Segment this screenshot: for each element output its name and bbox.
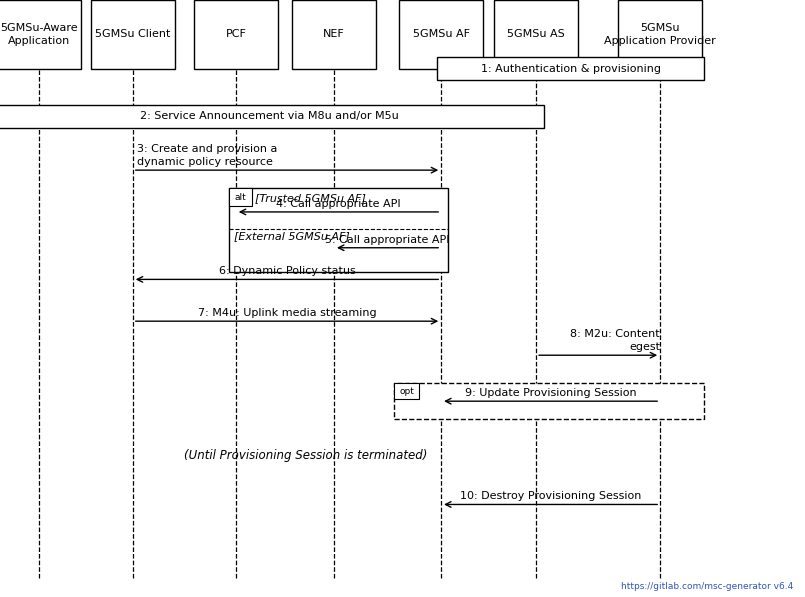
Text: (Until Provisioning Session is terminated): (Until Provisioning Session is terminate… [184,449,427,462]
Text: 7: M4u: Uplink media streaming: 7: M4u: Uplink media streaming [198,308,376,318]
Text: https://gitlab.com/msc-generator v6.4: https://gitlab.com/msc-generator v6.4 [621,582,793,591]
Text: [External 5GMSu AF]: [External 5GMSu AF] [234,231,350,241]
Bar [0,0,80,69]
Text: PCF: PCF [225,29,246,39]
Text: 2: Service Announcement via M8u and/or M5u: 2: Service Announcement via M8u and/or M… [140,112,398,121]
Text: 9: Update Provisioning Session: 9: Update Provisioning Session [464,388,637,398]
Text: 6: Dynamic Policy status: 6: Dynamic Policy status [219,266,355,276]
Text: 5GMSu-Aware
Application: 5GMSu-Aware Application [0,23,77,45]
Text: 4: Call appropriate API: 4: Call appropriate API [276,199,401,209]
Text: egest: egest [629,342,660,352]
Text: 1: Authentication & provisioning: 1: Authentication & provisioning [481,64,661,73]
Bar [229,188,252,206]
Text: 5GMSu Client: 5GMSu Client [95,29,171,39]
Bar [91,0,175,69]
Text: 5: Call appropriate API: 5: Call appropriate API [325,235,450,245]
Text: alt: alt [235,192,246,202]
Bar [394,383,704,419]
Text: 10: Destroy Provisioning Session: 10: Destroy Provisioning Session [460,491,642,501]
Bar [399,0,483,69]
Bar [229,188,448,272]
Text: dynamic policy resource: dynamic policy resource [137,157,273,167]
Text: 3: Create and provision a: 3: Create and provision a [137,144,277,154]
Text: opt: opt [399,386,414,396]
Bar [0,105,544,128]
Text: 5GMSu AF: 5GMSu AF [413,29,469,39]
Bar [618,0,702,69]
Bar [494,0,579,69]
Bar [394,383,419,399]
Text: 5GMSu
Application Provider: 5GMSu Application Provider [605,23,716,45]
Bar [193,0,279,69]
Text: 8: M2u: Content: 8: M2u: Content [571,329,660,339]
Text: NEF: NEF [323,29,345,39]
Bar [437,57,704,80]
Text: 5GMSu AS: 5GMSu AS [507,29,565,39]
Text: [Trusted 5GMSu AF]: [Trusted 5GMSu AF] [255,193,366,203]
Bar [292,0,376,69]
